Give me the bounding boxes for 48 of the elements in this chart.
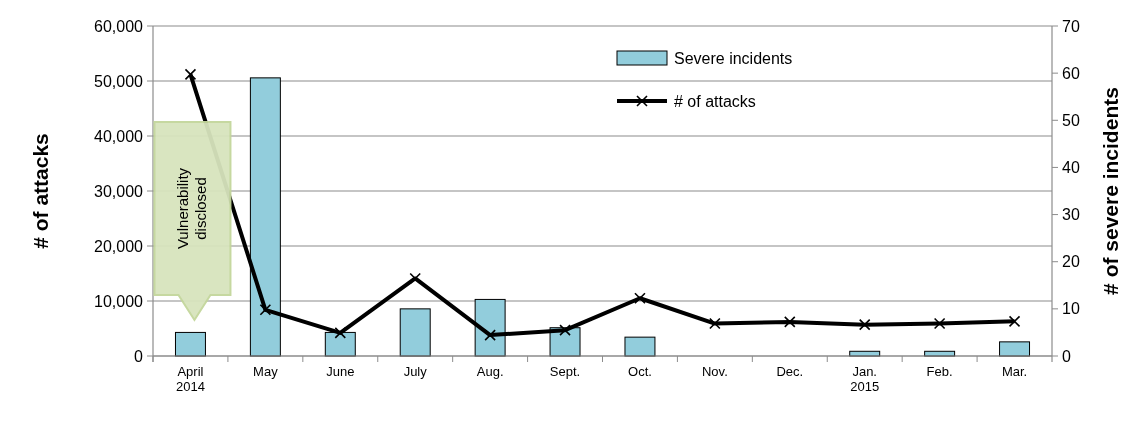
legend-label: Severe incidents [674,49,793,67]
x-tick-label: Mar. [1001,364,1028,379]
point [783,316,796,328]
point [484,329,496,341]
y2-tick-label: 0 [1062,347,1071,365]
y-tick-label: 50,000 [94,72,144,90]
point [409,272,422,285]
x-tick-label: April 2014 [176,364,205,394]
point [184,68,197,81]
x-tick-label: May [253,364,279,379]
y2-tick-label: 40 [1062,159,1080,177]
bar [399,308,431,357]
y2-tick-label: 30 [1062,206,1080,224]
x-tick-label: Oct. [628,364,652,379]
y2-tick-label: 20 [1062,253,1080,271]
x-tick-label: Aug. [476,364,504,379]
bar [999,341,1031,357]
y2-tick-label: 10 [1062,300,1080,318]
point [334,327,347,339]
y-tick-label: 40,000 [94,127,144,145]
y2-tick-label: 60 [1062,64,1080,82]
x-tick-label: Jan. 2015 [850,364,880,394]
y2-tick-label: 50 [1062,111,1080,129]
bar [624,336,656,357]
x-tick-label: July [403,364,428,379]
annotation: Vulnerability disclosed [174,167,210,250]
y-tick-label: 60,000 [94,17,144,35]
point [259,304,272,316]
x-tick-label: Dec. [776,364,804,379]
x-tick-label: Nov. [701,364,728,379]
y-tick-label: 10,000 [94,292,144,310]
point [709,317,721,330]
legend-label: # of attacks [674,92,756,110]
x-tick-label: Sept. [549,364,581,379]
point [634,292,646,305]
y-tick-label: 20,000 [94,237,144,255]
y2-tick-label: 70 [1062,17,1080,35]
y-axis-title: # of attacks [29,133,52,249]
bar [174,331,206,357]
point [559,324,571,336]
x-tick-label: Feb. [926,364,953,379]
point [858,318,871,331]
point [1008,315,1021,328]
y-tick-label: 0 [134,347,144,365]
point [933,317,946,330]
y2-axis-title: # of severe incidents [1099,87,1122,295]
x-tick-label: June [326,364,355,379]
y-tick-label: 30,000 [94,182,144,200]
